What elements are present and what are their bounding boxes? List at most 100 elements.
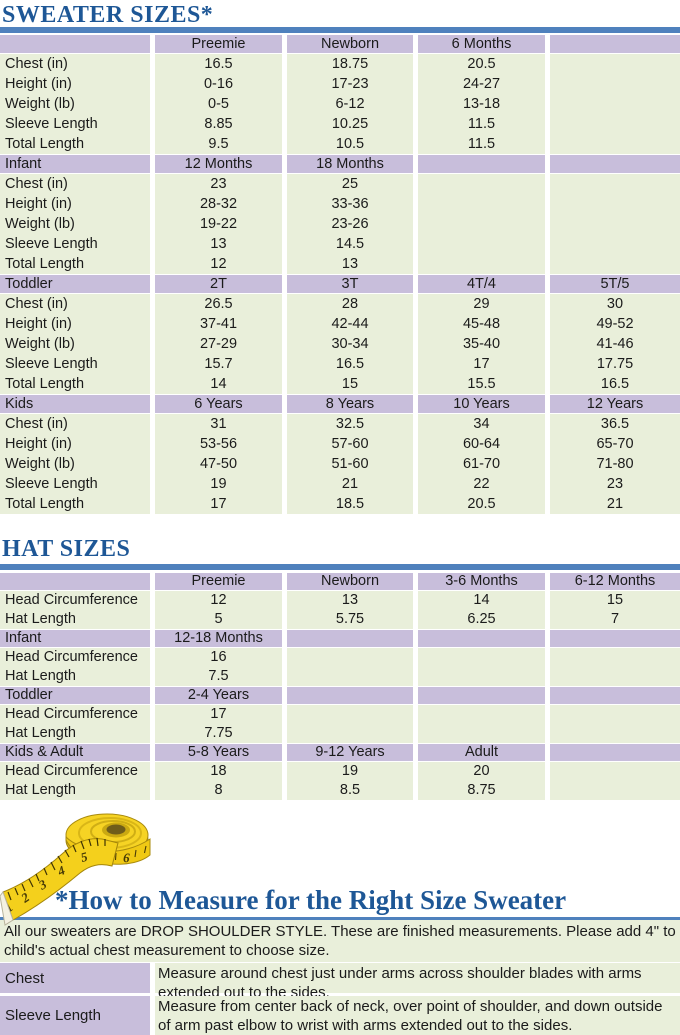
size-column-header [550,743,680,762]
size-value-cell: 13 [287,591,413,610]
row-label-cell: Sleeve Length [0,114,150,134]
size-column-header: Preemie [155,34,282,54]
size-value-cell: 7.75 [155,724,282,743]
size-column-header: Newborn [287,34,413,54]
size-column-header [550,686,680,705]
row-label-cell: Total Length [0,374,150,394]
size-value-cell [550,134,680,154]
size-value-cell [418,234,545,254]
size-value-cell: 28 [287,294,413,314]
size-value-cell: 5.75 [287,610,413,629]
size-value-cell [418,254,545,274]
size-value-cell: 65-70 [550,434,680,454]
size-value-cell: 18.5 [287,494,413,514]
size-value-cell [550,705,680,724]
size-value-cell: 36.5 [550,414,680,434]
sweater-table-top-border [0,27,680,33]
size-value-cell: 35-40 [418,334,545,354]
size-value-cell: 15.7 [155,354,282,374]
size-value-cell: 26.5 [155,294,282,314]
size-value-cell: 23 [155,174,282,194]
size-value-cell: 18 [155,762,282,781]
size-value-cell: 15 [550,591,680,610]
size-column-header: 5-8 Years [155,743,282,762]
size-column-header: 2-4 Years [155,686,282,705]
section-header-label [0,572,150,591]
size-column-header: Adult [418,743,545,762]
measure-row-label: Chest [0,963,150,993]
size-value-cell [550,762,680,781]
row-label-cell: Sleeve Length [0,354,150,374]
measuring-tape-icon: 6 1 2 3 4 5 [0,813,151,926]
size-value-cell: 42-44 [287,314,413,334]
measure-row-text: Measure around chest just under arms acr… [155,963,680,1001]
size-value-cell [550,174,680,194]
size-column-header: 5T/5 [550,274,680,294]
row-label-cell: Total Length [0,254,150,274]
sweater-sizes-title: SWEATER SIZES* [2,2,214,28]
size-column-header: 12-18 Months [155,629,282,648]
size-value-cell: 24-27 [418,74,545,94]
size-value-cell [550,234,680,254]
section-header-label: Infant [0,154,150,174]
row-label-cell: Chest (in) [0,414,150,434]
size-value-cell: 13-18 [418,94,545,114]
row-label-cell: Sleeve Length [0,474,150,494]
row-label-cell: Total Length [0,134,150,154]
row-label-cell: Chest (in) [0,54,150,74]
size-value-cell: 0-16 [155,74,282,94]
row-label-cell: Weight (lb) [0,454,150,474]
size-value-cell: 57-60 [287,434,413,454]
row-label-cell: Weight (lb) [0,334,150,354]
size-value-cell: 37-41 [155,314,282,334]
size-value-cell: 17-23 [287,74,413,94]
section-header-label: Kids [0,394,150,414]
row-label-cell: Head Circumference [0,762,150,781]
size-value-cell [418,174,545,194]
size-column-header: Preemie [155,572,282,591]
size-value-cell: 11.5 [418,134,545,154]
size-value-cell: 19 [155,474,282,494]
section-header-label: Toddler [0,274,150,294]
size-value-cell: 16 [155,648,282,667]
size-column-header [418,154,545,174]
size-value-cell: 14.5 [287,234,413,254]
size-value-cell: 12 [155,254,282,274]
row-label-cell: Hat Length [0,610,150,629]
size-value-cell: 47-50 [155,454,282,474]
size-column-header [287,686,413,705]
size-column-header: 6-12 Months [550,572,680,591]
size-value-cell: 22 [418,474,545,494]
size-column-header: 6 Years [155,394,282,414]
size-value-cell: 13 [155,234,282,254]
measure-row-label: Sleeve Length [0,996,150,1035]
size-value-cell: 23-26 [287,214,413,234]
row-label-cell: Height (in) [0,74,150,94]
size-column-header: 9-12 Years [287,743,413,762]
hat-table-top-border [0,564,680,570]
size-value-cell: 0-5 [155,94,282,114]
size-value-cell: 10.5 [287,134,413,154]
size-column-header [418,629,545,648]
size-value-cell: 14 [155,374,282,394]
row-label-cell: Hat Length [0,781,150,800]
size-value-cell [418,705,545,724]
size-value-cell: 16.5 [155,54,282,74]
size-value-cell: 33-36 [287,194,413,214]
size-value-cell: 61-70 [418,454,545,474]
size-column-header: 2T [155,274,282,294]
size-value-cell: 9.5 [155,134,282,154]
size-value-cell: 14 [418,591,545,610]
row-label-cell: Height (in) [0,314,150,334]
size-value-cell: 45-48 [418,314,545,334]
size-column-header: 12 Months [155,154,282,174]
size-value-cell [287,648,413,667]
size-value-cell: 17.75 [550,354,680,374]
size-value-cell: 15.5 [418,374,545,394]
size-value-cell: 25 [287,174,413,194]
size-value-cell: 6-12 [287,94,413,114]
hat-sizes-table: Preemie Newborn 3-6 Months 6-12 Months Head … [0,572,680,800]
size-value-cell [550,114,680,134]
size-value-cell [550,724,680,743]
